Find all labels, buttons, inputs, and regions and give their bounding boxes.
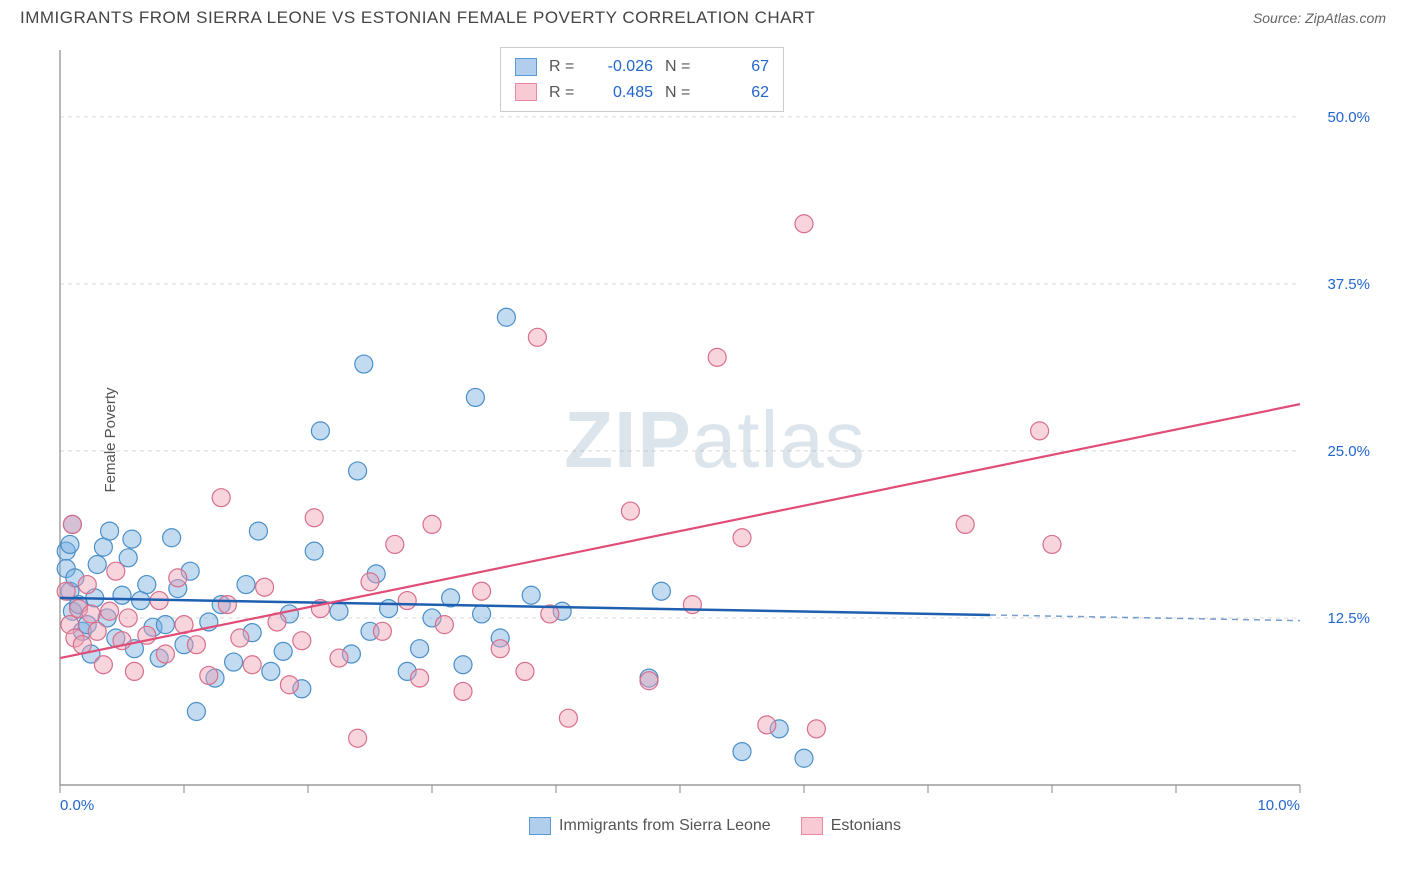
chart-header: IMMIGRANTS FROM SIERRA LEONE VS ESTONIAN… <box>0 0 1406 28</box>
series-legend: Immigrants from Sierra Leone Estonians <box>50 817 1380 835</box>
chart-title: IMMIGRANTS FROM SIERRA LEONE VS ESTONIAN… <box>20 8 815 28</box>
scatter-plot: 12.5% 25.0% 37.5% 50.0% 0.0% 10.0% <box>50 45 1380 835</box>
svg-text:37.5%: 37.5% <box>1327 276 1370 293</box>
swatch-pink-icon <box>515 83 537 101</box>
svg-text:25.0%: 25.0% <box>1327 443 1370 460</box>
swatch-blue-icon <box>529 817 551 835</box>
svg-text:0.0%: 0.0% <box>60 797 94 814</box>
chart-container: Female Poverty 12.5%25.0%37.5%50.0%0.0%1… <box>50 45 1380 835</box>
svg-text:50.0%: 50.0% <box>1327 109 1370 126</box>
legend-item-blue: Immigrants from Sierra Leone <box>529 817 771 835</box>
correlation-legend: R = -0.026 N = 67 R = 0.485 N = 62 <box>500 47 784 112</box>
svg-text:12.5%: 12.5% <box>1327 610 1370 627</box>
swatch-pink-icon <box>801 817 823 835</box>
legend-row-blue: R = -0.026 N = 67 <box>515 54 769 80</box>
chart-source: Source: ZipAtlas.com <box>1253 10 1386 26</box>
legend-row-pink: R = 0.485 N = 62 <box>515 80 769 106</box>
legend-item-pink: Estonians <box>801 817 901 835</box>
svg-text:10.0%: 10.0% <box>1257 797 1300 814</box>
swatch-blue-icon <box>515 58 537 76</box>
